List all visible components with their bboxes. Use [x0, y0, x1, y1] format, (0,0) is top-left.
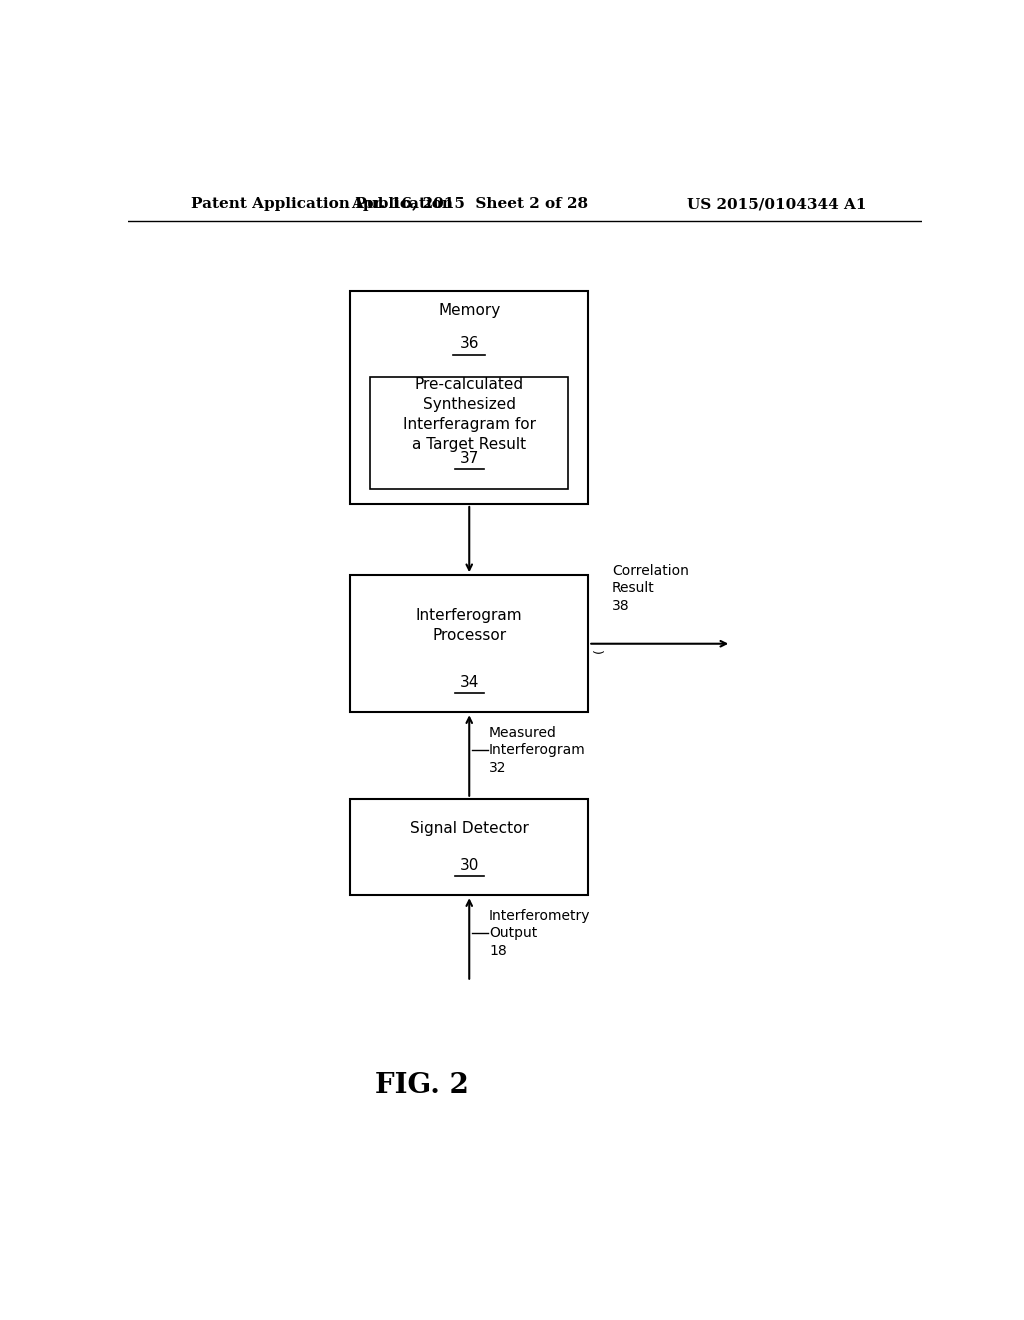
Text: 34: 34: [460, 675, 479, 690]
Text: FIG. 2: FIG. 2: [375, 1072, 469, 1098]
Text: Pre-calculated
Synthesized
Interferagram for
a Target Result: Pre-calculated Synthesized Interferagram…: [402, 378, 536, 451]
Text: 36: 36: [460, 337, 479, 351]
FancyBboxPatch shape: [350, 290, 588, 504]
Text: Measured
Interferogram
32: Measured Interferogram 32: [489, 726, 586, 775]
Text: $\mathsf{(}$: $\mathsf{(}$: [592, 649, 607, 655]
Text: Correlation
Result
38: Correlation Result 38: [612, 564, 689, 614]
FancyBboxPatch shape: [370, 378, 568, 488]
Text: Interferogram
Processor: Interferogram Processor: [416, 609, 522, 643]
Text: Memory: Memory: [438, 302, 501, 318]
Text: 30: 30: [460, 858, 479, 873]
Text: Apr. 16, 2015  Sheet 2 of 28: Apr. 16, 2015 Sheet 2 of 28: [350, 197, 588, 211]
Text: 37: 37: [460, 451, 479, 466]
FancyBboxPatch shape: [350, 799, 588, 895]
Text: Interferometry
Output
18: Interferometry Output 18: [489, 908, 591, 958]
Text: Patent Application Publication: Patent Application Publication: [191, 197, 454, 211]
Text: Signal Detector: Signal Detector: [410, 821, 528, 836]
Text: US 2015/0104344 A1: US 2015/0104344 A1: [686, 197, 866, 211]
FancyBboxPatch shape: [350, 576, 588, 713]
